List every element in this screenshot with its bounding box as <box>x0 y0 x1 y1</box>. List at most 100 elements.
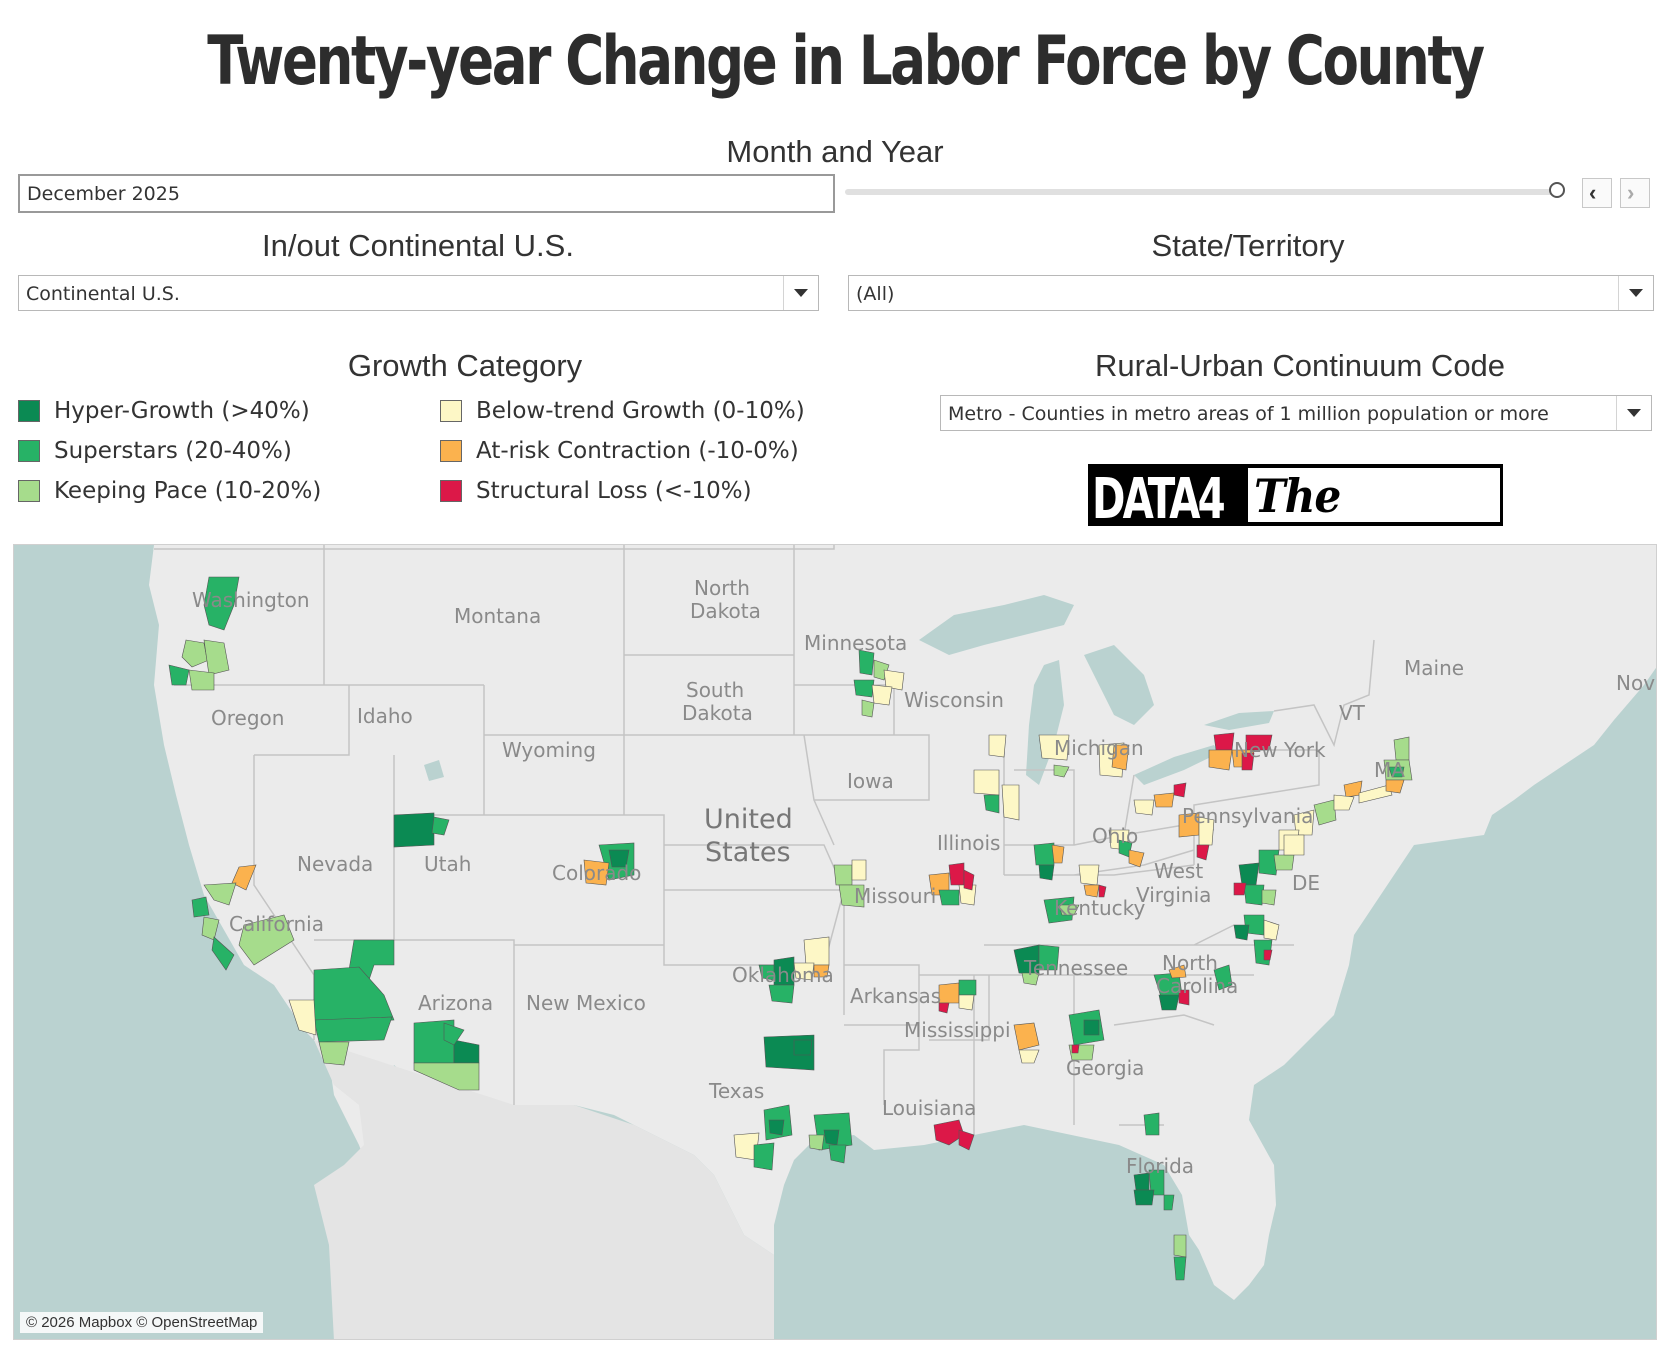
logo-text-data4: DATA4 <box>1092 467 1226 526</box>
legend-label: Structural Loss (<-10%) <box>476 478 752 504</box>
county-map[interactable]: Washington Montana North Dakota Minnesot… <box>13 544 1657 1340</box>
rucc-dropdown[interactable]: Metro - Counties in metro areas of 1 mil… <box>940 395 1652 431</box>
county-polygon <box>1173 1256 1187 1281</box>
state-label-illinois: Illinois <box>937 831 1000 855</box>
state-label-washington: Washington <box>192 588 310 612</box>
county-polygon <box>1173 1234 1187 1258</box>
state-dropdown[interactable]: (All) <box>848 275 1654 311</box>
state-label-north: North <box>694 576 750 600</box>
chevron-down-icon <box>1616 396 1651 430</box>
county-polygon <box>1273 854 1295 871</box>
county-polygon <box>963 869 975 891</box>
county-polygon <box>1393 736 1410 761</box>
state-label-vt: VT <box>1339 701 1366 725</box>
county-polygon <box>1196 844 1210 861</box>
county-polygon <box>768 984 795 1004</box>
county-polygon <box>1238 862 1260 886</box>
county-polygon <box>1245 734 1273 751</box>
county-polygon <box>828 1144 847 1164</box>
county-polygon <box>231 864 257 891</box>
county-polygon <box>1358 784 1393 804</box>
state-label-ma: MA <box>1374 758 1405 782</box>
county-polygon <box>1163 1194 1175 1211</box>
county-polygon <box>1133 1189 1155 1206</box>
state-label-idaho: Idaho <box>357 704 413 728</box>
state-label-utah: Utah <box>424 852 471 876</box>
county-polygon <box>1098 884 1107 898</box>
county-polygon <box>973 769 1000 796</box>
next-month-button[interactable]: › <box>1620 178 1650 208</box>
county-polygon <box>1153 792 1175 808</box>
legend-color-swatch <box>18 400 40 422</box>
prev-month-button[interactable]: ‹ <box>1582 178 1612 208</box>
county-polygon <box>1333 794 1355 811</box>
month-year-field[interactable]: December 2025 <box>18 174 835 213</box>
state-label-california: California <box>229 912 324 936</box>
lake-erie <box>1134 745 1219 785</box>
county-polygon <box>948 862 965 886</box>
county-polygon <box>1143 1112 1160 1136</box>
state-label-minnesota: Minnesota <box>804 631 907 655</box>
chevron-down-icon <box>1618 276 1653 310</box>
state-label-tennessee: Tennessee <box>1023 956 1128 980</box>
county-polygon <box>1033 842 1055 866</box>
county-polygon <box>1173 782 1187 798</box>
rucc-dropdown-value: Metro - Counties in metro areas of 1 mil… <box>948 403 1549 425</box>
legend-color-swatch <box>18 480 40 502</box>
county-polygons[interactable] <box>168 576 1413 1281</box>
state-label-florida: Florida <box>1126 1154 1194 1178</box>
county-polygon <box>1013 944 1040 976</box>
legend-label: Keeping Pace (10-20%) <box>54 478 322 504</box>
map-canvas[interactable]: Washington Montana North Dakota Minnesot… <box>14 545 1657 1340</box>
state-dropdown-value: (All) <box>856 283 895 305</box>
county-polygon <box>443 1022 465 1046</box>
state-label-virginia: Virginia <box>1136 883 1211 907</box>
county-polygon <box>393 812 435 848</box>
month-year-value: December 2025 <box>27 183 180 205</box>
state-label-iowa: Iowa <box>847 769 894 793</box>
county-polygon <box>1283 834 1305 856</box>
month-year-slider-track[interactable] <box>845 189 1565 195</box>
state-label-montana: Montana <box>454 604 541 628</box>
county-polygon <box>1001 784 1020 821</box>
state-label-missouri: Missouri <box>854 884 936 908</box>
map-labels: Washington Montana North Dakota Minnesot… <box>192 576 1656 1178</box>
county-polygon <box>238 914 295 966</box>
county-polygon <box>853 679 875 698</box>
lake-huron <box>1084 645 1154 725</box>
state-label-south: South <box>686 678 744 702</box>
county-polygon <box>1313 799 1337 826</box>
continental-filter-label: In/out Continental U.S. <box>262 228 574 263</box>
state-label-maine: Maine <box>1404 656 1464 680</box>
county-polygon <box>1198 816 1215 846</box>
county-polygon <box>1178 989 1190 1006</box>
map-copyright[interactable]: © 2026 Mapbox © OpenStreetMap <box>20 1312 264 1333</box>
continental-dropdown[interactable]: Continental U.S. <box>18 275 819 311</box>
county-polygon <box>1133 799 1155 816</box>
county-polygon <box>288 999 317 1036</box>
country-label-states: States <box>705 837 791 868</box>
state-label-de: DE <box>1292 871 1320 895</box>
state-label-new-mexico: New Mexico <box>526 991 646 1015</box>
state-label-arizona: Arizona <box>418 991 493 1015</box>
county-polygon <box>191 896 210 918</box>
county-polygon <box>793 962 815 981</box>
county-polygon <box>1111 744 1130 771</box>
county-polygon <box>583 859 610 886</box>
month-year-slider-knob[interactable] <box>1549 182 1565 198</box>
county-polygon <box>813 964 830 978</box>
county-polygon <box>1038 734 1070 761</box>
county-polygon <box>958 994 975 1011</box>
logo-white-panel <box>1248 468 1500 522</box>
data4thepeople-logo: DATA4 The People <box>1088 464 1503 526</box>
county-polygon <box>431 816 450 836</box>
state-label-oklahoma: Oklahoma <box>732 963 834 987</box>
state-filter-label: State/Territory <box>1151 228 1345 263</box>
county-polygon <box>988 734 1007 758</box>
county-polygon <box>1071 1044 1080 1054</box>
county-polygon <box>188 669 215 691</box>
lake-ontario <box>1204 711 1274 730</box>
county-polygon <box>1208 749 1233 771</box>
great-salt-lake <box>424 760 444 781</box>
county-polygon <box>1241 752 1255 771</box>
